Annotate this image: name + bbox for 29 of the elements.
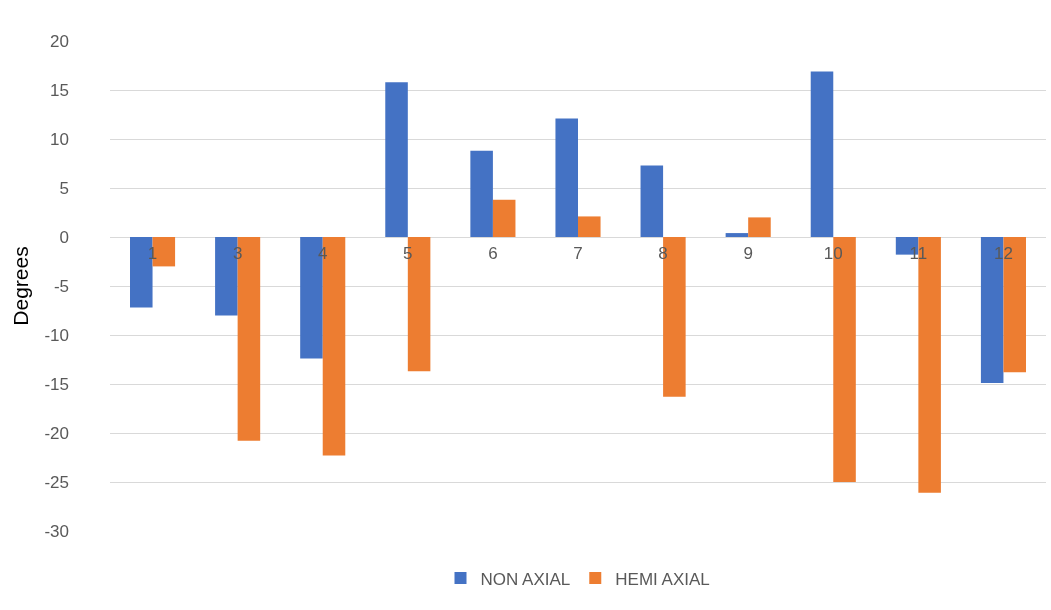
- y-tick-label: -30: [44, 521, 69, 541]
- y-tick-label: 0: [59, 227, 69, 247]
- bar: [492, 199, 516, 237]
- y-tick-label: 10: [50, 129, 69, 149]
- x-tick-label: 8: [658, 244, 668, 263]
- x-tick-label: 12: [993, 244, 1013, 263]
- bar: [810, 71, 834, 237]
- bar: [748, 217, 771, 237]
- y-tick-label: 5: [59, 178, 69, 198]
- y-tick-label: 20: [50, 31, 69, 51]
- bar: [470, 150, 493, 237]
- y-tick-label: 15: [50, 80, 69, 100]
- x-tick-label: 6: [488, 244, 498, 263]
- legend-label: NON AXIAL: [480, 569, 571, 589]
- bar: [385, 82, 408, 237]
- x-tick-label: 9: [743, 244, 753, 263]
- x-tick-label: 4: [318, 244, 328, 263]
- y-tick-label: -10: [44, 325, 69, 345]
- bar: [555, 118, 578, 237]
- legend-label: HEMI AXIAL: [615, 569, 710, 589]
- y-tick-label: -20: [44, 423, 69, 443]
- y-tick-label: -5: [53, 276, 69, 296]
- y-tick-label: -25: [44, 472, 69, 492]
- bar: [640, 165, 664, 237]
- bar: [725, 233, 749, 237]
- y-axis-title: Degrees: [8, 246, 32, 326]
- x-tick-label: 7: [573, 244, 583, 263]
- bar: [578, 216, 601, 237]
- y-tick-label: -15: [44, 374, 69, 394]
